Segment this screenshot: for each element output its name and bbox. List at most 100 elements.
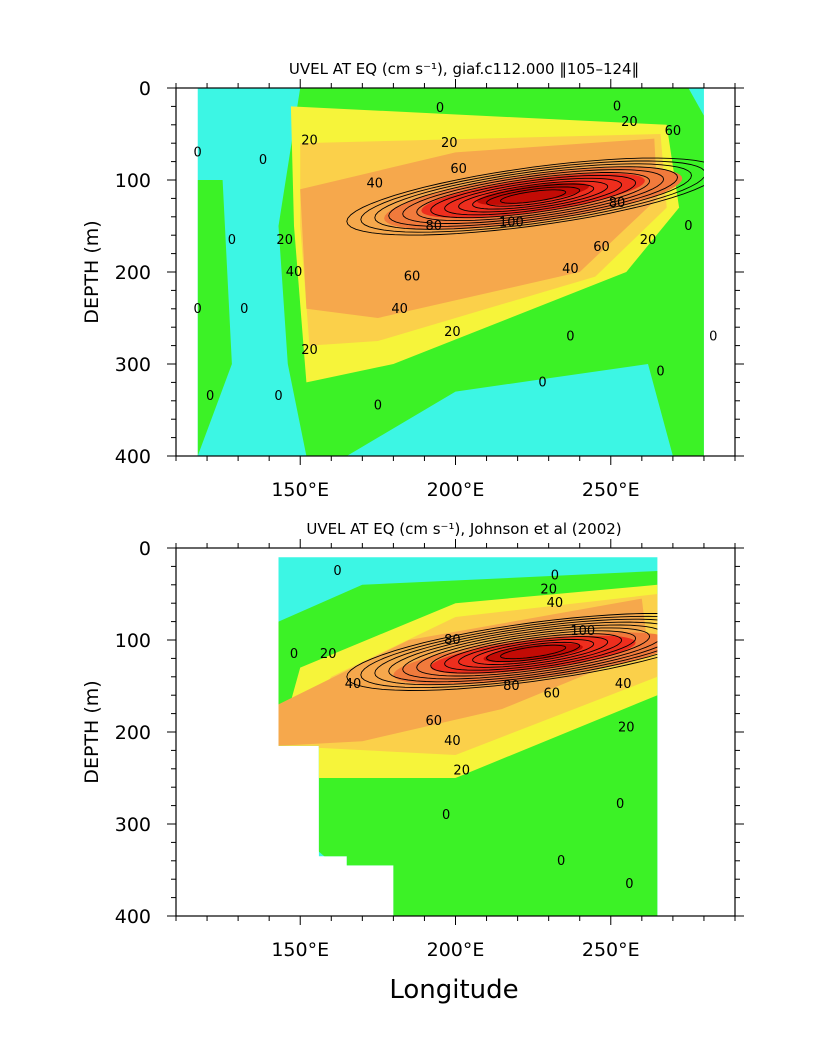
top-contour-label: 80 xyxy=(426,219,443,234)
top-y-tick-label: 200 xyxy=(115,262,151,284)
bottom-contour-line xyxy=(430,630,637,674)
top-contour-line xyxy=(360,160,704,233)
top-x-axis: 150°E 200°E 250°E xyxy=(175,79,736,501)
bottom-x-tick-label: 150°E xyxy=(271,939,329,961)
top-contour-line xyxy=(458,180,609,213)
bottom-contour-label: 100 xyxy=(570,624,595,639)
bottom-contour-lines xyxy=(346,613,658,691)
bottom-contour-label: 0 xyxy=(551,569,559,584)
bottom-contour-line xyxy=(486,641,581,663)
bottom-contour-label: 40 xyxy=(444,734,461,749)
bottom-contour-label: 60 xyxy=(426,714,443,729)
bottom-contour-field xyxy=(278,557,658,916)
bottom-contour-label: 0 xyxy=(442,808,450,823)
top-contour-label: 100 xyxy=(499,215,524,230)
top-contour-label: 80 xyxy=(609,196,626,211)
top-contour-label: 60 xyxy=(450,162,467,177)
bottom-contour-label: 20 xyxy=(453,764,470,779)
top-band-dark-red xyxy=(477,182,589,205)
top-contour-line xyxy=(472,183,595,210)
top-contour-label: 0 xyxy=(656,364,664,379)
bottom-x-tick-label: 200°E xyxy=(427,939,485,961)
top-contour-label: 20 xyxy=(301,133,318,148)
top-contour-label: 0 xyxy=(538,375,546,390)
top-contour-label: 0 xyxy=(566,329,574,344)
top-contour-label: 20 xyxy=(640,233,657,248)
bottom-contour-line xyxy=(346,613,658,691)
top-y-axis-label: DEPTH (m) xyxy=(81,220,103,323)
bottom-contour-label: 60 xyxy=(544,686,561,701)
top-contour-line xyxy=(402,169,665,224)
top-contour-label: 40 xyxy=(562,262,579,277)
bottom-contour-label: 80 xyxy=(503,679,520,694)
top-contour-label: 0 xyxy=(684,219,692,234)
bottom-contour-label: 0 xyxy=(616,797,624,812)
top-contour-line xyxy=(486,186,581,207)
top-contour-label: 0 xyxy=(436,101,444,116)
bottom-y-tick-label: 300 xyxy=(115,814,151,836)
top-y-tick-label: 100 xyxy=(115,170,151,192)
bottom-contour-label: 20 xyxy=(540,582,557,597)
top-contour-label: 0 xyxy=(240,302,248,317)
top-contour-lines xyxy=(346,157,704,236)
bottom-contour-label: 0 xyxy=(333,564,341,579)
top-contour-label: 0 xyxy=(259,153,267,168)
bottom-panel: UVEL AT EQ (cm s⁻¹), Johnson et al (2002… xyxy=(81,520,744,961)
bottom-contour-label: 40 xyxy=(547,596,564,611)
top-contour-label: 60 xyxy=(593,240,610,255)
top-contour-label: 40 xyxy=(286,265,303,280)
top-contour-label: 20 xyxy=(301,343,318,358)
bottom-contour-label: 20 xyxy=(320,647,337,662)
bottom-contour-line xyxy=(388,621,658,683)
top-y-tick-label: 0 xyxy=(139,78,151,100)
bottom-contour-label: 40 xyxy=(345,677,362,692)
bottom-contour-line xyxy=(360,615,658,689)
bottom-contour-line xyxy=(444,633,623,671)
bottom-contour-line xyxy=(416,627,651,677)
bottom-contour-line xyxy=(458,636,609,668)
top-panel: UVEL AT EQ (cm s⁻¹), giaf.c112.000 ‖105–… xyxy=(81,60,744,501)
bottom-contour-label: 40 xyxy=(615,677,632,692)
bottom-chart-title: UVEL AT EQ (cm s⁻¹), Johnson et al (2002… xyxy=(306,520,621,538)
bottom-band-dark-red xyxy=(483,643,583,663)
x-axis-label: Longitude xyxy=(389,975,518,1005)
top-contour-line xyxy=(444,177,623,216)
top-x-tick-label: 250°E xyxy=(582,479,640,501)
top-chart-title: UVEL AT EQ (cm s⁻¹), giaf.c112.000 ‖105–… xyxy=(289,60,639,78)
top-contour-label: 0 xyxy=(194,145,202,160)
bottom-y-tick-label: 0 xyxy=(139,538,151,560)
bottom-contour-label: 0 xyxy=(557,854,565,869)
top-contour-line xyxy=(374,163,692,230)
top-contour-label: 0 xyxy=(613,99,621,114)
top-contour-label: 0 xyxy=(274,389,282,404)
top-contour-label: 0 xyxy=(206,389,214,404)
top-y-tick-label: 400 xyxy=(115,446,151,468)
bottom-contour-line xyxy=(402,624,658,680)
top-contour-field xyxy=(197,88,704,456)
top-contour-label: 40 xyxy=(367,177,384,192)
bottom-contour-label: 0 xyxy=(290,647,298,662)
bottom-contour-label: 80 xyxy=(444,633,461,648)
top-contour-line xyxy=(430,174,637,219)
top-x-tick-label: 150°E xyxy=(271,479,329,501)
top-contour-label: 0 xyxy=(709,329,717,344)
top-contour-label: 0 xyxy=(228,233,236,248)
bottom-y-tick-label: 100 xyxy=(115,630,151,652)
bottom-contour-line xyxy=(472,638,595,665)
top-x-tick-label: 200°E xyxy=(427,479,485,501)
bottom-y-axis-label: DEPTH (m) xyxy=(81,680,103,783)
bottom-y-tick-label: 400 xyxy=(115,906,151,928)
top-contour-line xyxy=(388,166,678,227)
bottom-y-tick-label: 200 xyxy=(115,722,151,744)
top-contour-label: 20 xyxy=(276,233,293,248)
bottom-contour-label: 0 xyxy=(625,877,633,892)
bottom-x-tick-label: 250°E xyxy=(582,939,640,961)
top-contour-label: 60 xyxy=(404,270,421,285)
top-contour-label: 0 xyxy=(374,398,382,413)
top-contour-label: 40 xyxy=(391,302,408,317)
top-contour-line xyxy=(416,172,651,222)
